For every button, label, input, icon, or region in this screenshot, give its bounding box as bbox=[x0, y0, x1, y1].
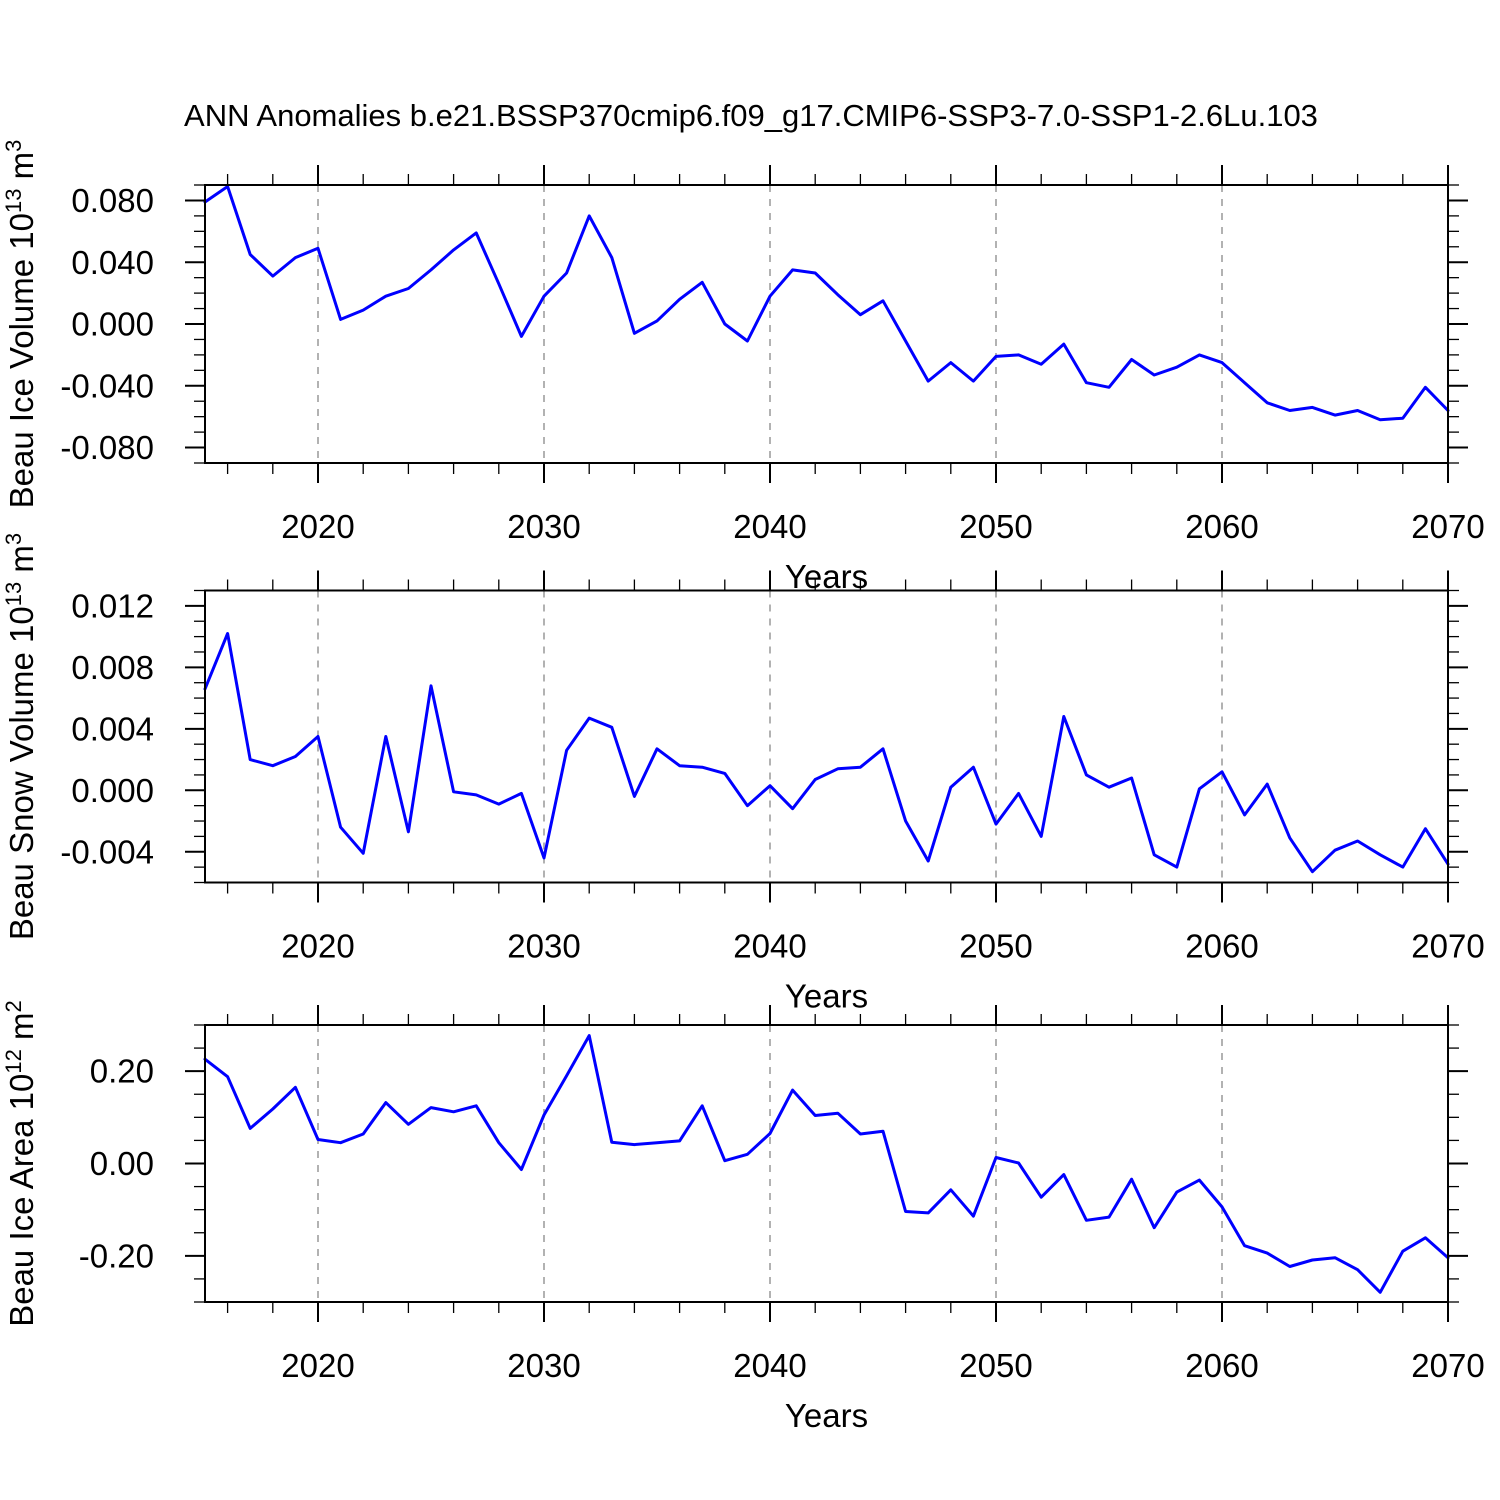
axis-ticks bbox=[185, 1005, 1468, 1322]
x-tick-label: 2050 bbox=[959, 508, 1032, 545]
y-tick-label: 0.040 bbox=[71, 244, 154, 281]
x-tick-label: 2050 bbox=[959, 928, 1032, 965]
x-tick-label: 2030 bbox=[507, 928, 580, 965]
y-tick-label: 0.008 bbox=[71, 649, 154, 686]
axis-ticks bbox=[185, 570, 1468, 903]
y-axis-labels: 0.080 0.040 0.000 -0.040 -0.080 bbox=[60, 182, 154, 466]
y-axis-labels: 0.20 0.00 -0.20 bbox=[79, 1053, 154, 1275]
plot-frame bbox=[204, 184, 1449, 464]
x-tick-label: 2020 bbox=[281, 508, 354, 545]
x-tick-label: 2040 bbox=[733, 1347, 806, 1384]
x-axis-title: Years bbox=[785, 1397, 868, 1434]
x-axis-labels: 2020 2030 2040 2050 2060 2070 bbox=[281, 508, 1484, 545]
decade-gridlines bbox=[317, 590, 1223, 883]
y-axis-title: Beau Ice Area 1012 m2 bbox=[1, 1000, 40, 1327]
y-tick-label: -0.080 bbox=[60, 429, 154, 466]
figure-title: ANN Anomalies b.e21.BSSP370cmip6.f09_g17… bbox=[184, 98, 1318, 133]
x-tick-label: 2020 bbox=[281, 928, 354, 965]
y-tick-label: -0.040 bbox=[60, 367, 154, 404]
plot-frame bbox=[204, 589, 1449, 884]
x-tick-label: 2060 bbox=[1185, 1347, 1258, 1384]
x-tick-label: 2030 bbox=[507, 508, 580, 545]
y-tick-label: 0.20 bbox=[90, 1053, 154, 1090]
y-tick-label: 0.080 bbox=[71, 182, 154, 219]
x-tick-label: 2070 bbox=[1411, 928, 1484, 965]
decade-gridlines bbox=[317, 185, 1223, 463]
y-axis-title: Beau Snow Volume 1013 m3 bbox=[1, 533, 40, 940]
series-line-beau-snow-volume bbox=[203, 632, 1450, 874]
x-axis-labels: 2020 2030 2040 2050 2060 2070 bbox=[281, 928, 1484, 965]
x-tick-label: 2040 bbox=[733, 928, 806, 965]
x-tick-label: 2030 bbox=[507, 1347, 580, 1384]
y-tick-label: 0.012 bbox=[71, 587, 154, 624]
x-axis-title: Years bbox=[785, 978, 868, 1015]
x-axis-labels: 2020 2030 2040 2050 2060 2070 bbox=[281, 1347, 1484, 1384]
series-line-beau-ice-volume bbox=[203, 185, 1450, 422]
x-tick-label: 2070 bbox=[1411, 508, 1484, 545]
y-tick-label: 0.00 bbox=[90, 1145, 154, 1182]
x-tick-label: 2070 bbox=[1411, 1347, 1484, 1384]
y-tick-label: 0.000 bbox=[71, 306, 154, 343]
plot-frame bbox=[204, 1024, 1449, 1303]
x-tick-label: 2040 bbox=[733, 508, 806, 545]
x-tick-label: 2060 bbox=[1185, 928, 1258, 965]
x-axis-title: Years bbox=[785, 558, 868, 595]
panel-beau-ice-area: 0.20 0.00 -0.20 2020 2030 2040 2050 2060 2070 Yea… bbox=[1, 1000, 1485, 1434]
y-axis-labels: 0.012 0.008 0.004 0.000 -0.004 bbox=[60, 587, 154, 870]
decade-gridlines bbox=[317, 1025, 1223, 1302]
y-tick-label: -0.20 bbox=[79, 1237, 154, 1274]
y-tick-label: -0.004 bbox=[60, 833, 154, 870]
x-tick-label: 2050 bbox=[959, 1347, 1032, 1384]
y-axis-title: Beau Ice Volume 1013 m3 bbox=[1, 140, 40, 509]
y-tick-label: 0.000 bbox=[71, 772, 154, 809]
axis-ticks bbox=[185, 165, 1468, 483]
x-tick-label: 2020 bbox=[281, 1347, 354, 1384]
y-tick-label: 0.004 bbox=[71, 710, 154, 747]
x-tick-label: 2060 bbox=[1185, 508, 1258, 545]
series-line-beau-ice-area bbox=[203, 1034, 1450, 1294]
